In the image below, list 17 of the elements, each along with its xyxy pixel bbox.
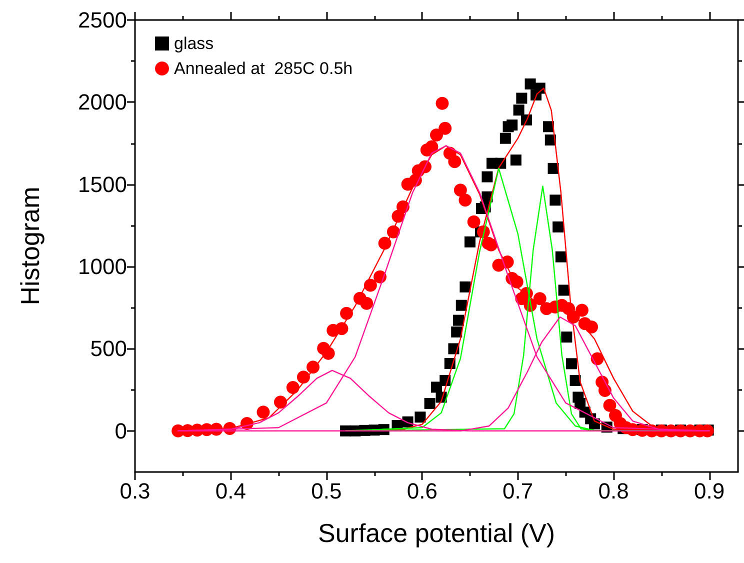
legend-label: glass bbox=[174, 34, 214, 53]
x-tick-label: 0.9 bbox=[694, 478, 725, 504]
x-tick-label: 0.8 bbox=[598, 478, 629, 504]
x-tick-label: 0.6 bbox=[406, 478, 438, 504]
y-tick-label: 1500 bbox=[78, 172, 127, 197]
legend-label: Annealed at 285C 0.5h bbox=[174, 59, 353, 78]
y-tick-label: 2000 bbox=[78, 90, 127, 115]
y-axis-title: Histogram bbox=[15, 186, 45, 306]
y-tick-label: 2500 bbox=[78, 8, 127, 32]
y-tick-label: 1000 bbox=[78, 254, 127, 280]
x-tick-label: 0.3 bbox=[120, 478, 150, 504]
x-tick-label: 0.7 bbox=[502, 478, 534, 504]
x-tick-label: 0.5 bbox=[311, 478, 342, 504]
x-tick-label: 0.4 bbox=[215, 478, 246, 504]
x-axis-title: Surface potential (V) bbox=[318, 518, 556, 548]
y-tick-label: 0 bbox=[114, 418, 127, 444]
y-tick-label: 500 bbox=[90, 336, 127, 362]
